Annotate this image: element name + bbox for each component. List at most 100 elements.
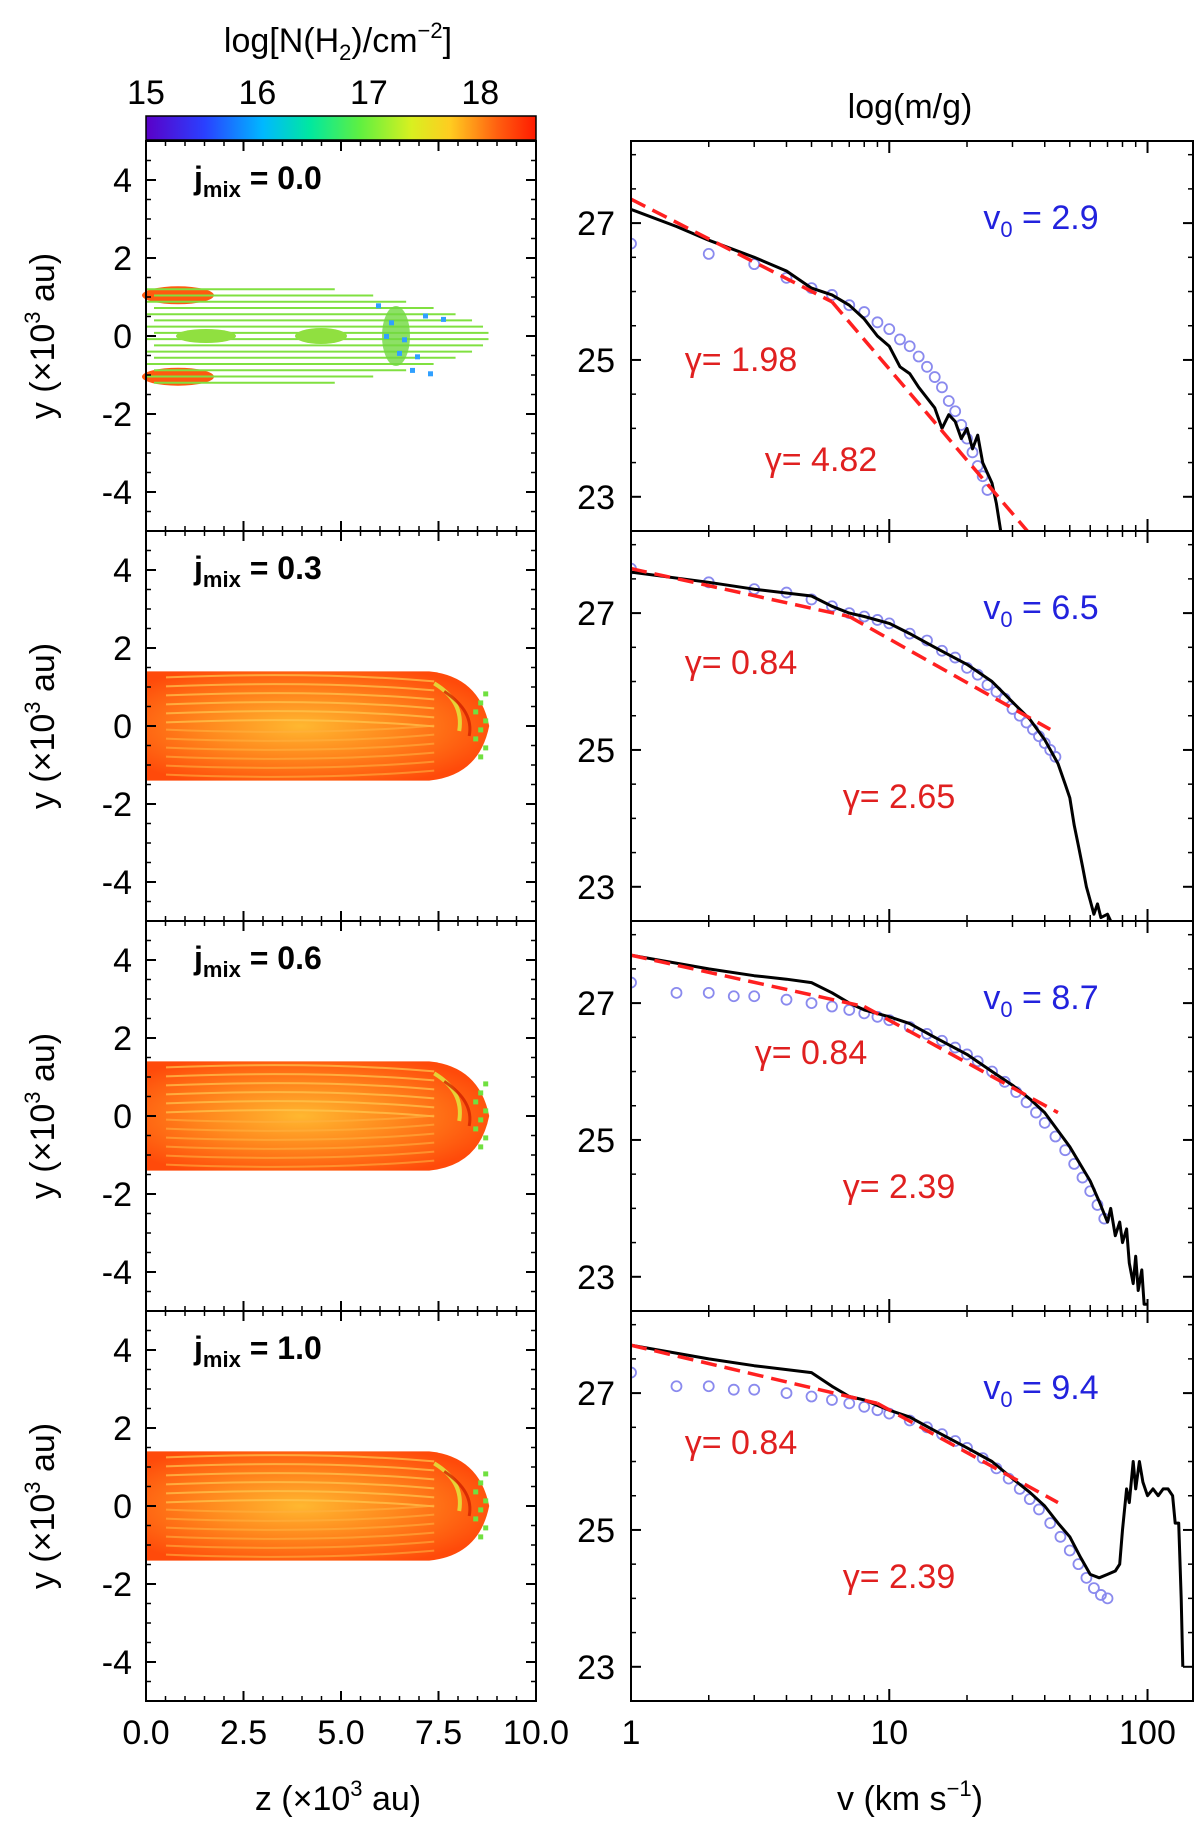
powerlaw-fit-2 <box>863 1004 1059 1115</box>
heatmap-band <box>165 674 435 683</box>
colorbar-gradient <box>145 115 537 141</box>
gamma-low-annotation: γ= 0.84 <box>685 644 797 682</box>
heatmap-band <box>165 769 435 778</box>
model-point <box>702 1380 715 1393</box>
model-point <box>1044 1517 1057 1530</box>
heatmap-edge-pixel <box>473 1489 479 1495</box>
powerlaw-fit-1 <box>631 1343 878 1406</box>
heatmap-edge-pixel <box>483 718 489 724</box>
y-tick-label: 2 <box>113 1410 132 1448</box>
heatmap-blob <box>176 329 236 343</box>
heatmap-edge-pixel <box>483 745 489 751</box>
heatmap-band <box>165 742 435 751</box>
y-tick-label: 4 <box>113 1332 132 1370</box>
v0-value: = 8.7 <box>1013 979 1099 1017</box>
line-frame <box>630 920 1194 1312</box>
heatmap-edge-pixel <box>478 1480 484 1486</box>
heatmap-edge-pixel <box>473 1126 479 1132</box>
heatmap-band <box>165 1082 435 1091</box>
powerlaw-fit-1 <box>631 953 865 1009</box>
model-point <box>780 993 793 1006</box>
heatmap-edge-pixel <box>483 1081 489 1087</box>
powerlaw-fit-1 <box>631 566 850 619</box>
model-point <box>858 1400 871 1413</box>
model-point <box>631 237 637 250</box>
model-point <box>631 976 637 989</box>
colorbar-tick-label: 15 <box>127 74 165 112</box>
heatmap-band <box>165 724 435 733</box>
x-tick-label: 10 <box>870 1714 908 1752</box>
x-tick-label: 10.0 <box>503 1714 569 1752</box>
heatmap-edge-pixel <box>483 1525 489 1531</box>
y-tick-label: 27 <box>577 1375 615 1413</box>
heatmap-blue-pixel <box>384 333 389 339</box>
gamma-high-annotation: γ= 2.39 <box>843 1168 955 1206</box>
model-point <box>1033 1503 1045 1516</box>
model-point <box>702 986 715 999</box>
y-tick-label: 0 <box>113 1488 132 1526</box>
jmix-value: = 0.0 <box>241 160 322 196</box>
y-tick-label: 27 <box>577 205 615 243</box>
jmix-sub: mix <box>203 1347 242 1372</box>
ylabel-part: y (×10 <box>24 1494 62 1589</box>
ylabel-sup: 3 <box>20 1481 45 1493</box>
heatmap-band <box>165 1109 435 1118</box>
heatmap-band <box>165 1100 435 1109</box>
jmix-j: j <box>193 550 203 586</box>
heatmap-band <box>165 1159 435 1168</box>
heatmap-blue-pixel <box>397 350 402 356</box>
model-point <box>843 299 856 312</box>
heatmap-band <box>165 1481 435 1490</box>
colorbar-tick-label: 16 <box>239 74 277 112</box>
heatmap-blue-pixel <box>423 313 428 319</box>
heatmap-blob <box>295 328 347 344</box>
model-point <box>936 644 948 657</box>
y-tick-label: 27 <box>577 985 615 1023</box>
jmix-sub: mix <box>203 567 242 592</box>
heatmap-band <box>165 1504 435 1513</box>
simulation-line <box>631 953 1148 1306</box>
ylabel-part: au) <box>24 1033 62 1092</box>
heatmap-panel-1: -4 -2 0 2 4 jmix = 0.3 y (×103 au) <box>20 530 537 922</box>
model-point <box>748 990 761 1003</box>
model-point <box>883 323 896 336</box>
model-point <box>1038 1116 1051 1129</box>
y-tick-label: -2 <box>102 786 132 824</box>
gamma-high-annotation: γ= 4.82 <box>765 441 877 479</box>
v0-annotation: v0 = 6.5 <box>983 589 1098 632</box>
v0-symbol: v <box>983 589 1000 627</box>
ylabel-part: y (×10 <box>24 324 62 419</box>
v0-annotation: v0 = 8.7 <box>983 979 1098 1022</box>
heatmap-band <box>165 1141 435 1150</box>
right-column-title: log(m/g) <box>848 88 973 126</box>
gamma-high-annotation: γ= 2.65 <box>843 778 955 816</box>
model-point <box>1101 1592 1114 1605</box>
model-point <box>921 1027 933 1040</box>
heatmap-edge-pixel <box>473 736 479 742</box>
colorbar-tick-label: 17 <box>350 74 388 112</box>
y-tick-label: -2 <box>102 1566 132 1604</box>
ylabel-part: au) <box>24 643 62 702</box>
v0-sub: 0 <box>1000 997 1012 1022</box>
model-point <box>949 1041 962 1054</box>
model-point <box>903 340 916 353</box>
model-point <box>961 1048 973 1061</box>
y-tick-label: 23 <box>577 1649 615 1687</box>
model-point <box>805 1390 818 1403</box>
heatmap-band <box>165 1114 435 1123</box>
heatmap-edge-pixel <box>478 700 484 706</box>
heatmap-blue-pixel <box>415 354 420 360</box>
jmix-value: = 1.0 <box>241 1330 322 1366</box>
heatmap-edge-pixel <box>483 1135 489 1141</box>
line-plot-area <box>631 1343 1185 1667</box>
model-point <box>949 651 962 664</box>
heatmap-band <box>165 692 435 701</box>
panel-jmix-label: jmix = 0.6 <box>193 940 322 982</box>
y-tick-label: 23 <box>577 479 615 517</box>
x-tick-label: 1 <box>622 1714 641 1752</box>
heatmap-band <box>165 710 435 719</box>
line-plot-area <box>631 562 1113 921</box>
model-point <box>702 247 715 260</box>
